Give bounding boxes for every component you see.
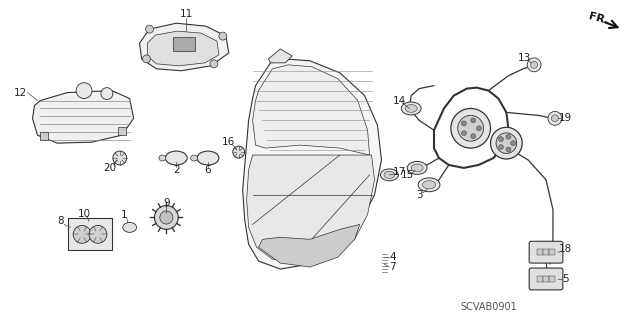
Text: 3: 3 bbox=[416, 190, 422, 200]
Bar bbox=[68, 219, 112, 250]
Text: 12: 12 bbox=[14, 88, 28, 98]
Polygon shape bbox=[246, 155, 374, 263]
Circle shape bbox=[461, 131, 467, 136]
Circle shape bbox=[76, 83, 92, 99]
Ellipse shape bbox=[191, 155, 198, 161]
Text: 6: 6 bbox=[205, 165, 211, 175]
Text: SCVAB0901: SCVAB0901 bbox=[460, 302, 517, 312]
Circle shape bbox=[499, 137, 504, 142]
Ellipse shape bbox=[411, 164, 423, 172]
Text: 15: 15 bbox=[401, 170, 414, 180]
Text: 17: 17 bbox=[393, 167, 406, 177]
Bar bbox=[543, 249, 549, 255]
Circle shape bbox=[511, 141, 515, 145]
Circle shape bbox=[506, 134, 511, 139]
Ellipse shape bbox=[165, 151, 187, 165]
Text: 1: 1 bbox=[120, 210, 127, 219]
Text: 20: 20 bbox=[103, 163, 116, 173]
Text: 4: 4 bbox=[389, 252, 396, 262]
Polygon shape bbox=[140, 23, 229, 71]
Ellipse shape bbox=[422, 181, 436, 189]
Circle shape bbox=[471, 134, 476, 139]
Ellipse shape bbox=[407, 161, 427, 174]
Circle shape bbox=[160, 211, 173, 224]
Circle shape bbox=[471, 118, 476, 123]
Ellipse shape bbox=[123, 222, 136, 232]
Circle shape bbox=[552, 115, 559, 122]
FancyBboxPatch shape bbox=[529, 268, 563, 290]
Circle shape bbox=[527, 58, 541, 72]
Circle shape bbox=[210, 60, 218, 68]
Bar bbox=[537, 276, 543, 282]
Circle shape bbox=[506, 147, 511, 152]
Text: 19: 19 bbox=[559, 113, 572, 123]
Circle shape bbox=[496, 133, 516, 153]
Text: 16: 16 bbox=[222, 137, 236, 147]
Polygon shape bbox=[268, 49, 292, 63]
Circle shape bbox=[451, 108, 490, 148]
Ellipse shape bbox=[418, 178, 440, 192]
Polygon shape bbox=[33, 91, 134, 143]
Bar bbox=[549, 249, 555, 255]
Text: 10: 10 bbox=[77, 209, 91, 219]
Polygon shape bbox=[147, 31, 219, 66]
Circle shape bbox=[461, 121, 467, 126]
Ellipse shape bbox=[401, 102, 421, 115]
Bar bbox=[40, 132, 49, 140]
Circle shape bbox=[73, 226, 91, 243]
Circle shape bbox=[477, 126, 481, 131]
Circle shape bbox=[101, 88, 113, 100]
Text: 2: 2 bbox=[173, 165, 180, 175]
Circle shape bbox=[89, 226, 107, 243]
Circle shape bbox=[499, 145, 504, 150]
Ellipse shape bbox=[159, 155, 166, 161]
Bar bbox=[543, 276, 549, 282]
Polygon shape bbox=[243, 59, 381, 269]
FancyBboxPatch shape bbox=[529, 241, 563, 263]
Text: 5: 5 bbox=[563, 274, 569, 284]
Circle shape bbox=[490, 127, 522, 159]
Polygon shape bbox=[253, 65, 369, 155]
Bar bbox=[549, 276, 555, 282]
Ellipse shape bbox=[380, 169, 398, 181]
Bar bbox=[173, 37, 195, 51]
Text: 9: 9 bbox=[163, 198, 170, 208]
Text: 7: 7 bbox=[389, 262, 396, 272]
Ellipse shape bbox=[197, 151, 219, 165]
Circle shape bbox=[145, 25, 154, 33]
Circle shape bbox=[113, 151, 127, 165]
Polygon shape bbox=[259, 225, 360, 267]
Circle shape bbox=[154, 205, 179, 229]
Bar bbox=[537, 249, 543, 255]
Ellipse shape bbox=[384, 171, 395, 178]
Circle shape bbox=[143, 55, 150, 63]
Circle shape bbox=[458, 115, 484, 141]
Circle shape bbox=[531, 61, 538, 68]
Text: 8: 8 bbox=[57, 217, 63, 226]
Bar bbox=[118, 127, 125, 135]
Text: 18: 18 bbox=[559, 244, 572, 254]
Text: FR.: FR. bbox=[588, 12, 610, 27]
Text: 13: 13 bbox=[518, 53, 531, 63]
Ellipse shape bbox=[405, 105, 417, 112]
Text: 11: 11 bbox=[180, 9, 193, 19]
Circle shape bbox=[548, 111, 562, 125]
Text: 14: 14 bbox=[393, 95, 406, 106]
Circle shape bbox=[233, 146, 244, 158]
Circle shape bbox=[219, 32, 227, 40]
